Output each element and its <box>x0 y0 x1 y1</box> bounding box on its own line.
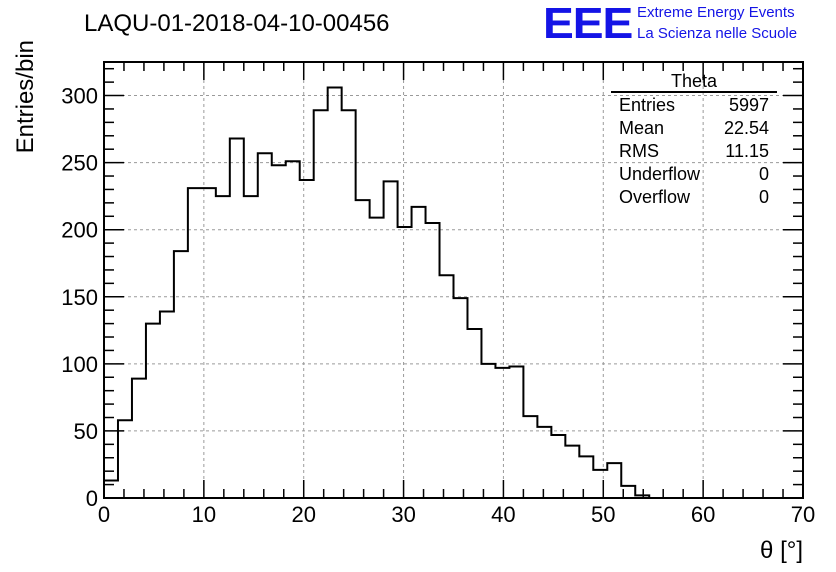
stats-label: Mean <box>619 118 665 138</box>
histogram-bin <box>300 180 314 498</box>
x-tick-label: 0 <box>98 502 110 527</box>
org-name-line2: La Scienza nelle Scuole <box>637 25 798 42</box>
histogram-bin <box>160 312 174 498</box>
histogram-bin <box>537 427 551 498</box>
x-tick-label: 30 <box>391 502 415 527</box>
histogram-bin <box>523 416 537 498</box>
histogram-bin <box>495 368 509 498</box>
histogram-bin <box>286 161 300 498</box>
histogram-line <box>103 86 803 499</box>
histogram-bin <box>216 196 230 498</box>
x-tick-label: 50 <box>591 502 615 527</box>
y-axis-label: Entries/bin <box>12 40 39 153</box>
x-tick-label: 40 <box>491 502 515 527</box>
stats-label: Underflow <box>619 164 701 184</box>
x-axis-label: θ [°] <box>760 537 803 564</box>
histogram-bin <box>412 207 426 498</box>
histogram-bin <box>132 379 146 498</box>
stats-title: Theta <box>611 72 777 93</box>
plot-frame <box>103 61 804 499</box>
stats-value: 11.15 <box>725 141 769 161</box>
y-tick-label: 250 <box>61 151 98 176</box>
histogram-bin <box>384 181 398 498</box>
histogram-bin <box>272 165 286 498</box>
x-tick-label: 70 <box>791 502 815 527</box>
stats-label: Overflow <box>619 187 691 207</box>
x-tick-label: 10 <box>192 502 216 527</box>
y-tick-label: 100 <box>61 352 98 377</box>
histogram-bin <box>258 153 272 498</box>
stats-value: 0 <box>758 187 769 207</box>
histogram-bin <box>579 456 593 498</box>
stats-label: RMS <box>619 141 659 161</box>
histogram-bin <box>104 481 118 498</box>
histogram-bin <box>356 200 370 498</box>
histogram-bin <box>593 470 607 498</box>
histogram-bin <box>454 298 468 498</box>
y-tick-label: 0 <box>86 486 98 511</box>
histogram-bin <box>370 218 384 498</box>
histogram-bin <box>244 196 258 498</box>
histogram-bin <box>481 364 495 498</box>
y-tick-label: 200 <box>61 218 98 243</box>
eee-logo: EEE <box>543 0 633 48</box>
histogram-bin <box>118 420 132 498</box>
stats-value: 5997 <box>728 95 769 115</box>
y-tick-label: 300 <box>61 84 98 109</box>
histogram-bin <box>146 324 160 498</box>
stats-row-underflow: Underflow 0 <box>611 163 777 186</box>
histogram-bin <box>342 110 356 498</box>
histogram-bin <box>314 110 328 498</box>
stats-row-entries: Entries 5997 <box>611 94 777 117</box>
histogram-bin <box>440 275 454 498</box>
histogram-bin <box>551 435 565 498</box>
stats-row-overflow: Overflow 0 <box>611 186 777 209</box>
histogram-bin <box>426 223 440 498</box>
histogram-bin <box>174 251 188 498</box>
stats-value: 22.54 <box>723 118 769 138</box>
histogram-bin <box>509 367 523 498</box>
chart-title: LAQU-01-2018-04-10-00456 <box>84 10 390 37</box>
y-tick-label: 50 <box>74 419 98 444</box>
histogram-bin <box>230 138 244 498</box>
org-name-line1: Extreme Energy Events <box>637 4 795 21</box>
histogram-bin <box>467 329 481 498</box>
x-tick-label: 20 <box>291 502 315 527</box>
histogram-bin <box>398 227 412 498</box>
histogram-bin <box>188 188 202 498</box>
y-tick-label: 150 <box>61 285 98 310</box>
histogram-bin <box>202 188 216 498</box>
histogram-bin <box>607 463 621 498</box>
stats-value: 0 <box>758 164 769 184</box>
x-tick-label: 60 <box>691 502 715 527</box>
stats-row-rms: RMS 11.15 <box>611 140 777 163</box>
stats-row-mean: Mean 22.54 <box>611 117 777 140</box>
histogram-bin <box>328 87 342 498</box>
stats-box: Theta Entries 5997 Mean 22.54 RMS 11.15 … <box>611 72 777 209</box>
histogram-bin <box>565 446 579 498</box>
stats-label: Entries <box>619 95 676 115</box>
